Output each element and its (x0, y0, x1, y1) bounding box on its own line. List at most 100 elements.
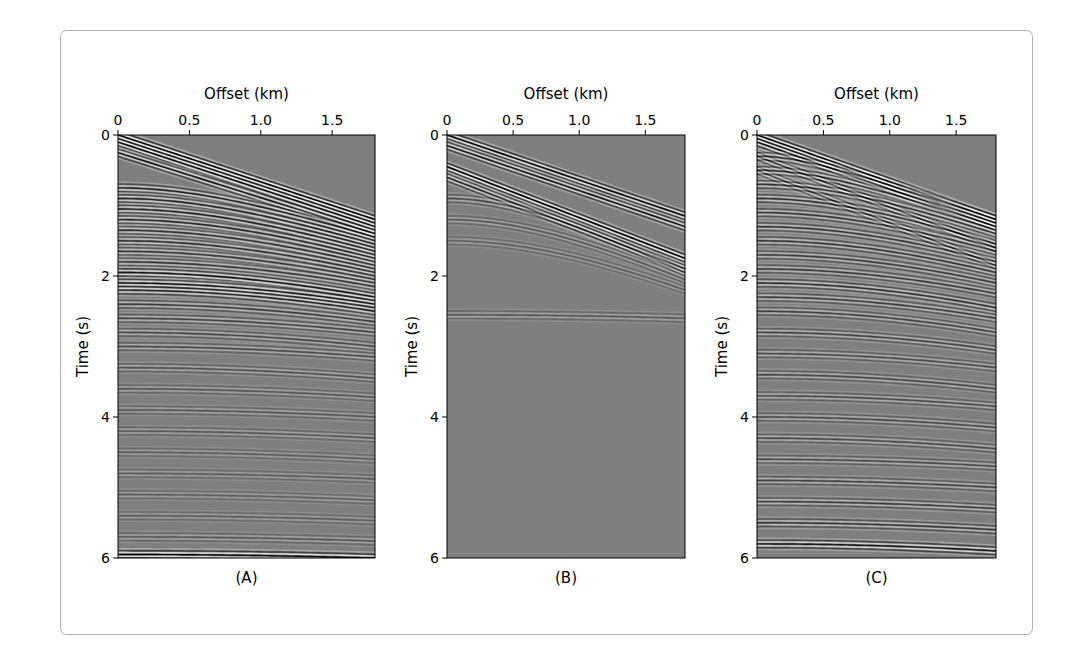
reflection-event (447, 309, 685, 324)
x-tick-label: 0 (753, 112, 762, 128)
y-tick (442, 558, 447, 559)
event-stripe (118, 373, 375, 384)
reflection-event (757, 475, 996, 493)
x-tick-label: 0.5 (178, 112, 200, 128)
y-tick (113, 276, 118, 277)
reflection-event (118, 468, 375, 485)
event-stripe (118, 352, 375, 363)
x-tick (823, 130, 824, 135)
event-stripe (447, 245, 685, 294)
frame-border (61, 31, 1033, 635)
reflection-event (757, 390, 996, 412)
y-tick-label: 0 (430, 127, 439, 143)
event-stripe (447, 135, 685, 216)
plot-background (118, 135, 375, 558)
x-tick-label: 0.5 (502, 112, 524, 128)
y-tick (113, 558, 118, 559)
x-tick (118, 130, 119, 135)
y-tick-label: 2 (430, 268, 439, 284)
panel-caption: (A) (236, 569, 258, 587)
plot-frame (118, 135, 375, 558)
x-axis-label: Offset (km) (834, 85, 919, 103)
reflection-event (757, 411, 996, 433)
y-tick-label: 0 (101, 127, 110, 143)
event-stripe (118, 437, 375, 444)
y-tick-label: 2 (740, 268, 749, 284)
event-stripe (757, 507, 996, 514)
event-stripe (447, 141, 685, 222)
y-axis-label: Time (s) (74, 316, 92, 378)
y-tick (752, 276, 757, 277)
y-tick (752, 135, 757, 136)
reflection-event (118, 383, 375, 403)
reflection-event (757, 517, 996, 535)
reflection-event (118, 341, 375, 363)
y-tick-label: 2 (101, 268, 110, 284)
event-stripe (757, 528, 996, 535)
reflection-event (118, 510, 375, 526)
y-tick (752, 417, 757, 418)
x-tick-label: 1.0 (879, 112, 901, 128)
reflection-event (118, 362, 375, 384)
event-stripe (118, 543, 375, 547)
event-stripe (447, 320, 685, 324)
reflection-event (118, 549, 375, 558)
panel: 00.51.01.50246Offset (km)Time (s)(B) (403, 85, 685, 587)
reflection-event (757, 432, 996, 454)
y-axis-label: Time (s) (403, 316, 421, 378)
event-stripe (757, 444, 996, 455)
event-stripe (757, 465, 996, 472)
x-tick (513, 130, 514, 135)
reflection-event (757, 538, 996, 556)
event-stripe (118, 521, 375, 526)
panel-caption: (B) (555, 569, 577, 587)
event-stripe (118, 500, 375, 506)
y-tick (113, 135, 118, 136)
event-stripe (757, 550, 996, 557)
event-stripe (447, 246, 685, 295)
plot-frame (447, 135, 685, 558)
x-tick (260, 130, 261, 135)
x-tick (447, 130, 448, 135)
event-stripe (447, 137, 685, 218)
reflection-event (118, 489, 375, 506)
event-stripe (447, 243, 685, 292)
event-stripe (757, 402, 996, 413)
y-tick-label: 0 (740, 127, 749, 143)
x-tick (579, 130, 580, 135)
event-stripe (118, 395, 375, 403)
y-tick-label: 6 (740, 550, 749, 566)
event-stripe (118, 458, 375, 465)
x-tick (189, 130, 190, 135)
y-tick-label: 4 (101, 409, 110, 425)
plot-frame (757, 135, 996, 558)
y-tick (113, 417, 118, 418)
x-tick-label: 0 (443, 112, 452, 128)
event-stripe (447, 139, 685, 220)
x-axis-label: Offset (km) (524, 85, 609, 103)
event-stripe (118, 416, 375, 423)
reflection-event (447, 235, 685, 296)
y-tick (442, 135, 447, 136)
figure: 00.51.01.50246Offset (km)Time (s)(A)00.5… (0, 0, 1080, 648)
x-tick (757, 130, 758, 135)
x-axis-label: Offset (km) (204, 85, 289, 103)
x-tick (889, 130, 890, 135)
panel: 00.51.01.50246Offset (km)Time (s)(A) (74, 85, 375, 587)
y-tick-label: 6 (101, 550, 110, 566)
y-tick-label: 6 (430, 550, 439, 566)
reflection-event (118, 531, 375, 547)
reflection-event (118, 447, 375, 465)
events (757, 135, 996, 557)
x-tick (645, 130, 646, 135)
event-stripe (757, 423, 996, 434)
y-tick (442, 276, 447, 277)
reflection-event (757, 496, 996, 514)
x-tick-label: 1.0 (250, 112, 272, 128)
event-stripe (757, 486, 996, 493)
event-stripe (118, 479, 375, 485)
plot-background (757, 135, 996, 558)
panel: 00.51.01.50246Offset (km)Time (s)(C) (713, 85, 996, 587)
reflection-event (757, 454, 996, 472)
y-tick (442, 417, 447, 418)
